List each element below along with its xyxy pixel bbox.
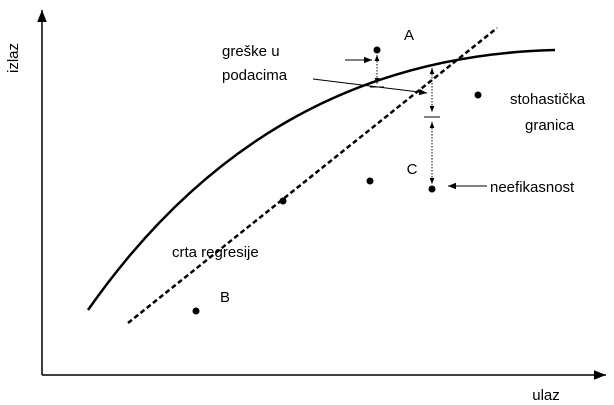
frontier-curve <box>86 48 556 311</box>
annotation: neefikasnost <box>490 179 575 196</box>
point <box>474 91 482 99</box>
annotation: granica <box>525 117 575 134</box>
point-label: B <box>220 289 230 306</box>
point-label: C <box>407 161 418 178</box>
annotation: stohastička <box>510 91 586 108</box>
annotation: podacima <box>222 67 288 84</box>
arrow <box>312 78 428 96</box>
point <box>192 307 200 315</box>
point <box>428 185 436 193</box>
point <box>279 197 287 205</box>
annotation: greške u <box>222 43 280 60</box>
regression-line <box>127 27 498 324</box>
y-axis-label: izlaz <box>5 43 22 73</box>
point <box>373 46 381 54</box>
point <box>366 177 374 185</box>
annotation: crta regresije <box>172 244 259 261</box>
point-label: A <box>404 27 414 44</box>
x-axis-label: ulaz <box>532 387 560 404</box>
